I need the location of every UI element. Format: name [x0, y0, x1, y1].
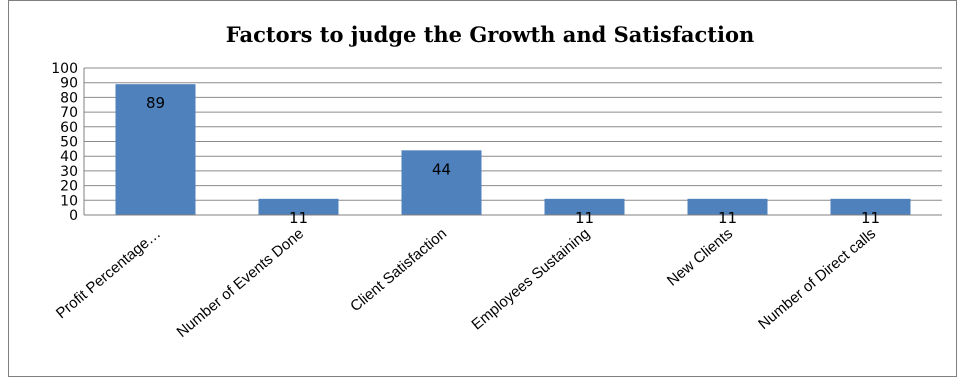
y-tick-label: 20: [60, 179, 78, 195]
bar: [544, 198, 625, 215]
gridlines: [84, 67, 942, 201]
x-tick-label: Profit Percentage…: [53, 225, 164, 322]
x-tick-label: Number of Events Done: [174, 225, 308, 341]
x-tick-label: Client Satisfaction: [347, 225, 450, 315]
data-label: 89: [146, 94, 165, 112]
data-label: 11: [861, 209, 880, 227]
y-tick-label: 40: [60, 149, 78, 165]
bar: [687, 198, 768, 215]
data-label: 11: [575, 209, 594, 227]
bars: [115, 84, 911, 215]
y-tick-label: 60: [60, 120, 78, 136]
x-tick-label: Employees Sustaining: [468, 225, 593, 333]
chart-title: Factors to judge the Growth and Satisfac…: [226, 22, 755, 47]
bar: [830, 198, 911, 215]
y-tick-label: 100: [51, 61, 78, 77]
y-tick-label: 70: [60, 105, 78, 121]
bar: [258, 198, 339, 215]
y-tick-label: 10: [60, 193, 78, 209]
y-tick-label: 90: [60, 76, 78, 92]
data-label: 11: [289, 209, 308, 227]
y-tick-label: 0: [69, 208, 78, 224]
bar: [401, 150, 482, 215]
y-tick-label: 80: [60, 90, 78, 106]
data-label: 44: [432, 160, 451, 178]
x-tick-label: Number of Direct calls: [755, 225, 879, 333]
y-tick-label: 30: [60, 164, 78, 180]
data-label: 11: [718, 209, 737, 227]
bar: [115, 84, 196, 215]
x-tick-label: New Clients: [664, 225, 736, 289]
axes: [83, 68, 942, 216]
y-tick-label: 50: [60, 135, 78, 151]
